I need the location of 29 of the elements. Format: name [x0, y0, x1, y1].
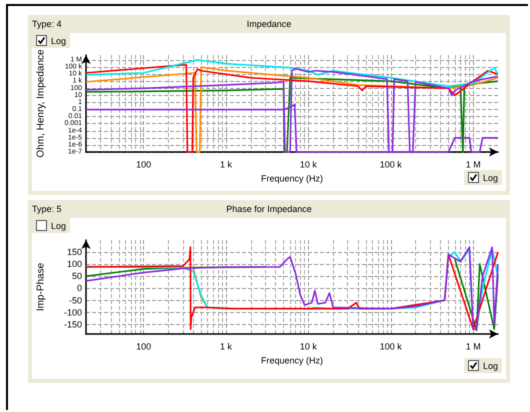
x-tick-label: 1 k: [220, 342, 232, 352]
chart-title: Impedance: [246, 19, 292, 29]
y-tick-label: -100: [64, 307, 82, 318]
y-tick-label: -150: [64, 319, 82, 330]
x-tick-label: 10 k: [300, 160, 318, 170]
text: Log: [483, 360, 498, 370]
x-tick-label: 100: [136, 160, 152, 170]
y-axis-title: Ohm, Henry, Impedance: [36, 48, 46, 158]
text: Log: [483, 172, 498, 182]
x-axis-title: Frequency (Hz): [260, 173, 324, 184]
x-tick-label: 100: [136, 342, 152, 352]
x-tick-label: 100 k: [380, 342, 402, 352]
text: Log: [51, 36, 66, 46]
x-tick-label: 1 k: [220, 160, 232, 170]
x-tick-label: 10 k: [300, 342, 318, 352]
text: Type: 4: [32, 19, 62, 29]
chart-title: Phase for Impedance: [226, 204, 312, 214]
x-tick-label: 100 k: [380, 160, 402, 170]
x-axis-title: Frequency (Hz): [260, 355, 324, 366]
y-axis-title: Imp-Phase: [36, 262, 46, 312]
text: Type: 5: [32, 204, 62, 214]
y-tick-label: 50: [72, 271, 82, 282]
y-tick-label: 0: [76, 283, 82, 294]
y-tick-label: 150: [66, 247, 82, 258]
y-tick-label: 100: [66, 259, 82, 270]
x-tick-label: 1 M: [466, 160, 481, 170]
x-tick-label: 1 M: [466, 342, 481, 352]
text: Log: [51, 220, 66, 230]
y-tick-label: -50: [68, 295, 82, 306]
